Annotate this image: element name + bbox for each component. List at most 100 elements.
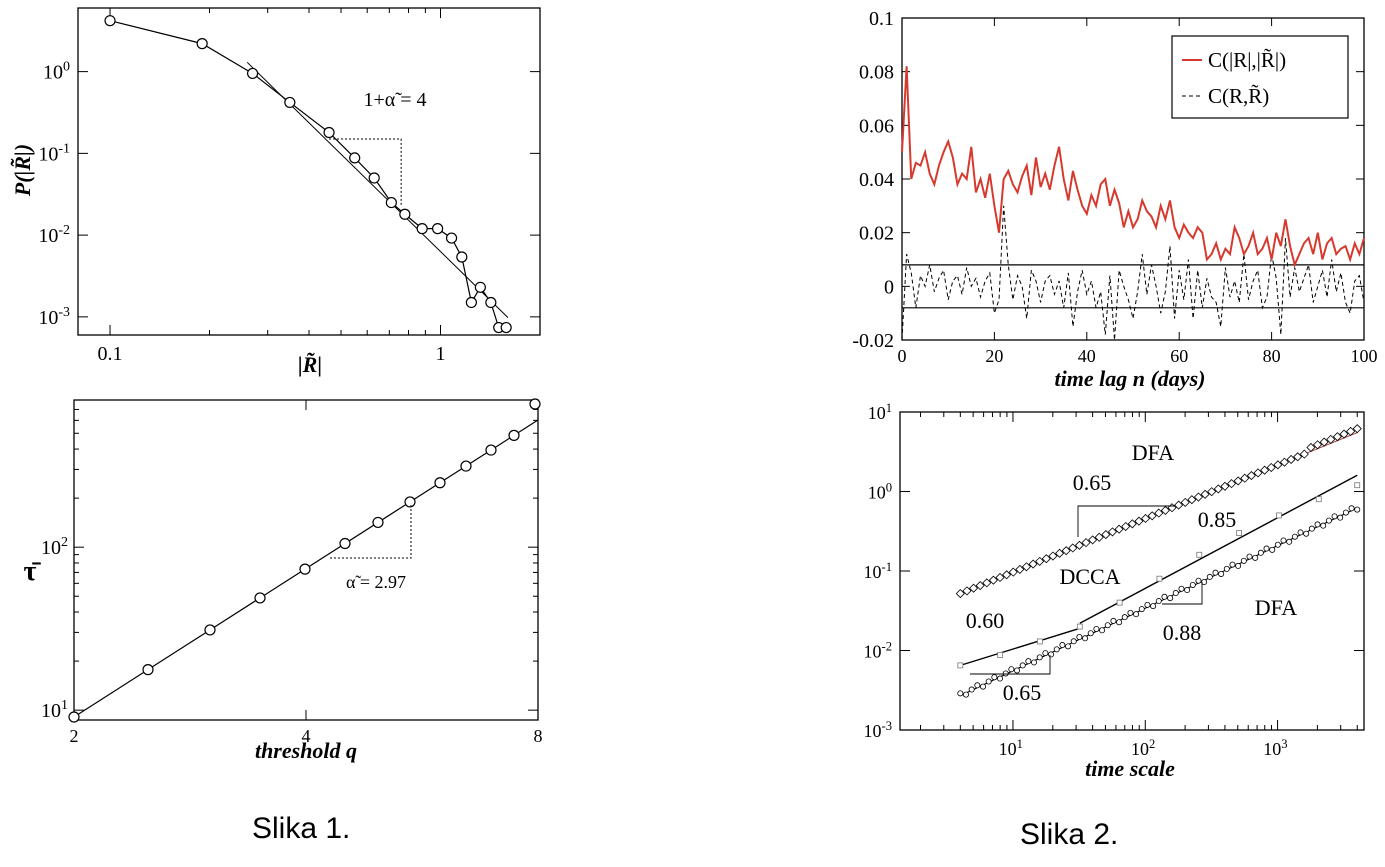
legend-label-abs: C(|R|,|R̃|): [1208, 48, 1286, 72]
diamond-point: [1035, 556, 1045, 566]
y-tick-label: 100: [868, 480, 892, 502]
y-tick-label: 0.1: [869, 8, 894, 30]
diamond-point: [1180, 497, 1190, 507]
annotation-label: 0.88: [1163, 620, 1202, 645]
diamond-point: [1008, 567, 1018, 577]
diamond-point: [962, 586, 972, 596]
slope-guide: [1077, 505, 1175, 537]
circle-point: [1076, 634, 1083, 641]
diamond-point: [995, 572, 1005, 583]
data-point: [254, 592, 266, 604]
y-tick-label: 10-1: [864, 560, 893, 582]
circle-point: [980, 683, 987, 690]
circle-point: [991, 674, 998, 681]
data-point: [416, 223, 428, 235]
y-tick-label: 10-3: [864, 719, 893, 741]
circle-point: [1189, 581, 1196, 588]
circle-point: [1263, 545, 1270, 552]
circle-point: [1195, 577, 1202, 584]
circle-point: [1178, 585, 1185, 592]
slope-annotation: α̃ = 2.97: [346, 572, 406, 592]
circle-point: [1155, 598, 1162, 605]
diamond-point: [1127, 519, 1137, 529]
annotation-label: DFA: [1132, 440, 1174, 465]
slope-guide: [970, 655, 1051, 675]
circle-point: [1042, 650, 1049, 657]
circle-point: [1093, 625, 1100, 632]
x-tick-label: 4: [302, 726, 311, 746]
circle-point: [1337, 514, 1344, 521]
diamond-point: [1207, 487, 1217, 497]
diamond-point: [1273, 460, 1283, 470]
square-point: [1037, 638, 1043, 645]
diamond-point: [1061, 546, 1071, 556]
circle-point: [1161, 593, 1168, 600]
fit-dcca: [960, 627, 1081, 667]
circle-point: [1008, 666, 1015, 673]
legend-box: [1171, 35, 1349, 119]
data-point: [399, 208, 411, 220]
x-axis-label: time lag n (days): [1055, 366, 1206, 391]
diamond-point: [1233, 476, 1243, 486]
circle-point: [1212, 569, 1219, 576]
data-point: [323, 126, 335, 139]
slope-annotation: 1+α̃ = 4: [363, 89, 426, 111]
y-tick-label: -0.02: [852, 330, 894, 352]
circle-point: [1167, 595, 1174, 602]
diamond-point: [1332, 432, 1342, 442]
data-point: [372, 516, 384, 529]
x-tick-label: 80: [1263, 346, 1281, 366]
diamond-point: [1319, 437, 1329, 447]
diamond-point: [1306, 442, 1316, 453]
diamond-point: [1048, 551, 1058, 561]
data-point: [368, 172, 380, 184]
circle-point: [1138, 606, 1145, 613]
annotation-label: 0.65: [1073, 470, 1112, 495]
x-tick-label: 2: [70, 726, 79, 746]
diamond-point: [1015, 564, 1025, 575]
data-point: [196, 38, 208, 50]
circle-point: [1144, 601, 1151, 608]
circle-point: [1286, 538, 1293, 545]
annotation-label: 0.60: [966, 608, 1005, 633]
circle-point: [1354, 506, 1361, 513]
y-tick-label: 10-3: [38, 305, 70, 329]
diamond-point: [968, 583, 979, 593]
x-tick-label: 102: [1131, 737, 1155, 759]
square-point: [1276, 512, 1282, 519]
circle-point: [1297, 529, 1304, 536]
diamond-point: [1213, 484, 1223, 494]
diamond-point: [1160, 505, 1170, 515]
circle-point: [1121, 614, 1128, 621]
circle-point: [1252, 554, 1259, 561]
x-tick-label: 20: [985, 346, 1003, 366]
diamond-point: [1200, 489, 1210, 499]
circle-point: [1099, 627, 1106, 634]
diamond-point: [1081, 538, 1091, 548]
diamond-point: [1121, 521, 1131, 532]
data-point: [385, 196, 397, 209]
circle-point: [1127, 609, 1134, 616]
diamond-point: [1266, 462, 1276, 473]
x-axis-label: |R̃|: [298, 352, 322, 377]
circle-point: [1269, 546, 1276, 553]
circle-point: [1303, 530, 1310, 537]
circle-point: [1257, 549, 1264, 556]
x-tick-label: 101: [999, 737, 1023, 759]
data-point: [246, 67, 259, 80]
diamond-point: [1246, 470, 1256, 481]
circle-point: [997, 675, 1004, 682]
diamond-point: [1312, 440, 1323, 450]
circle-point: [1031, 659, 1038, 666]
circle-point: [1240, 557, 1247, 564]
diamond-point: [1293, 452, 1303, 462]
circle-point: [1320, 522, 1327, 529]
circle-point: [1087, 630, 1094, 637]
diamond-point: [982, 578, 992, 588]
slope-guide: [329, 138, 402, 206]
x-axis-label: time scale: [1085, 756, 1175, 781]
diamond-point: [1134, 516, 1144, 526]
diamond-point: [1028, 559, 1038, 569]
data-point: [339, 537, 351, 550]
